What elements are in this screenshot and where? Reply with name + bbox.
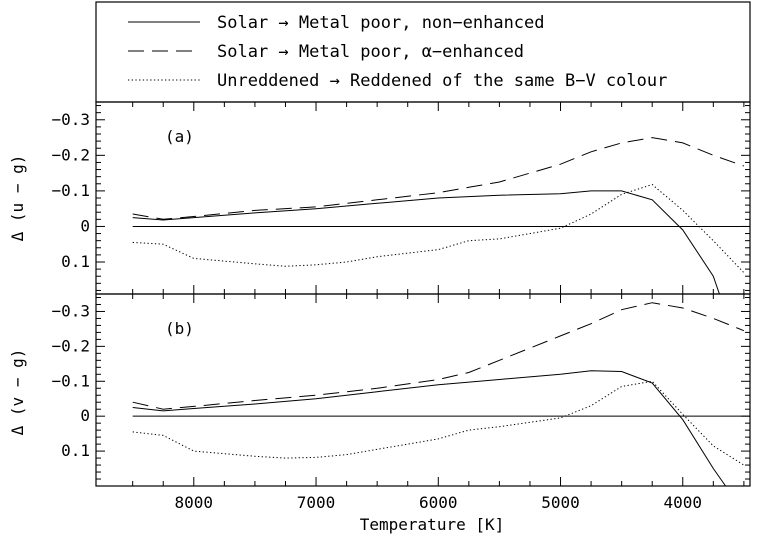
panel-b-label: (b) (165, 319, 194, 338)
x-tick-label: 8000 (175, 493, 214, 512)
panel-a-frame (95, 101, 751, 295)
y-tick-label: −0.2 (51, 145, 90, 164)
panel-b: −0.3 −0.2 −0.1 0 0.1 (b) Δ (v − g) (8, 293, 751, 487)
x-axis-title: Temperature [K] (360, 515, 505, 534)
panel-a-ticks: −0.3 −0.2 −0.1 0 0.1 (51, 102, 750, 294)
panel-a-ylabel: Δ (u − g) (8, 155, 27, 242)
panel-b-series (132, 302, 745, 487)
y-tick-label: 0 (80, 216, 90, 235)
y-tick-label: −0.1 (51, 371, 90, 390)
legend: Solar → Metal poor, non−enhanced Solar →… (95, 1, 751, 103)
x-tick-label: 6000 (419, 493, 458, 512)
series-dashed-line (132, 137, 745, 220)
panel-a-series (132, 137, 745, 295)
panel-b-ticks: −0.3 −0.2 −0.1 0 0.1 (51, 294, 750, 486)
y-tick-label: −0.1 (51, 181, 90, 200)
y-tick-label: −0.3 (51, 301, 90, 320)
panel-a-label: (a) (165, 127, 194, 146)
series-dotted-line (132, 380, 745, 466)
x-tick-label: 4000 (664, 493, 703, 512)
legend-label-solid: Solar → Metal poor, non−enhanced (217, 13, 545, 33)
panel-b-ylabel: Δ (v − g) (8, 349, 27, 436)
series-solid-line (132, 370, 727, 487)
series-dotted-line (132, 183, 745, 274)
y-tick-label: −0.3 (51, 110, 90, 129)
legend-label-dotted: Unreddened → Reddened of the same B−V co… (217, 71, 667, 91)
panel-b-frame (95, 293, 751, 487)
x-tick-label: 7000 (297, 493, 336, 512)
y-tick-label: 0.1 (61, 252, 90, 271)
x-tick-label: 5000 (541, 493, 580, 512)
y-tick-label: −0.2 (51, 336, 90, 355)
x-tick-labels: 8000 7000 6000 5000 4000 (175, 493, 703, 512)
series-solid-line (132, 190, 720, 295)
legend-label-dashed: Solar → Metal poor, α−enhanced (217, 42, 524, 62)
panel-a: −0.3 −0.2 −0.1 0 0.1 (a) Δ (u − g) (8, 101, 751, 295)
y-tick-label: 0.1 (61, 441, 90, 460)
series-dashed-line (132, 302, 745, 410)
y-tick-label: 0 (80, 406, 90, 425)
